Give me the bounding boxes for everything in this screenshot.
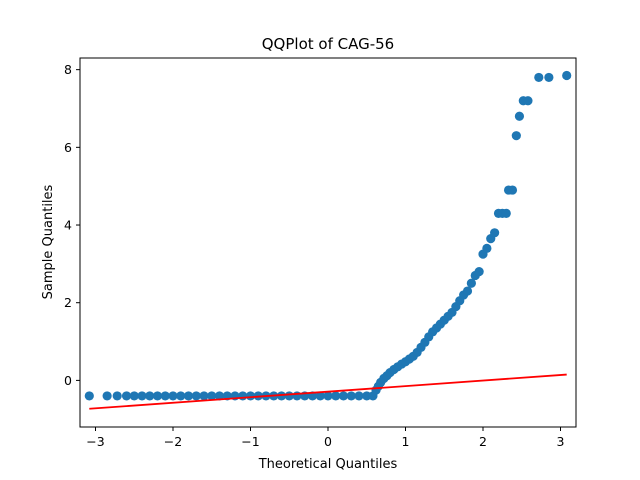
data-point	[523, 96, 533, 106]
data-points-group	[84, 70, 572, 401]
data-point	[183, 391, 194, 401]
data-point	[562, 70, 572, 81]
data-point	[102, 391, 112, 401]
y-axis-ticks: 0 2 4 6 8	[64, 62, 80, 388]
data-point	[207, 391, 217, 401]
data-point	[214, 391, 225, 401]
data-point	[331, 391, 341, 401]
data-point	[534, 72, 544, 83]
data-point	[354, 391, 364, 401]
data-point	[482, 243, 492, 253]
y-tick-label: 8	[64, 62, 72, 77]
y-tick-label: 2	[64, 295, 72, 310]
data-point	[507, 185, 518, 195]
data-point	[490, 228, 500, 238]
plot-area-frame	[79, 57, 577, 428]
x-tick-label: −1	[241, 434, 259, 449]
data-point	[145, 391, 155, 401]
data-point	[84, 391, 94, 401]
x-tick-label: 0	[324, 434, 332, 449]
y-tick-label: 0	[64, 373, 72, 388]
x-tick-label: −2	[164, 434, 182, 449]
data-point	[466, 278, 476, 288]
x-tick-label: 3	[557, 434, 565, 449]
data-point	[544, 72, 554, 83]
data-point	[191, 391, 201, 401]
chart-title: QQPlot of CAG-56	[262, 35, 394, 53]
x-tick-label: 1	[402, 434, 410, 449]
data-point	[501, 208, 511, 218]
data-point	[129, 391, 139, 401]
data-point	[323, 391, 333, 401]
reference-line-group	[89, 373, 567, 410]
data-point	[338, 391, 349, 401]
data-point	[199, 391, 209, 401]
data-point	[474, 267, 484, 277]
reference-line	[89, 373, 567, 410]
x-tick-label: 2	[479, 434, 487, 449]
y-tick-label: 6	[64, 140, 72, 155]
y-tick-label: 4	[64, 218, 72, 233]
data-point	[276, 391, 287, 401]
x-tick-label: −3	[86, 434, 104, 449]
data-point	[112, 391, 122, 401]
data-point	[152, 391, 163, 401]
data-point	[160, 391, 170, 401]
data-point	[176, 391, 186, 401]
data-point	[168, 391, 178, 401]
x-axis-ticks: −3 −2 −1 0 1 2 3	[86, 427, 564, 449]
data-point	[514, 111, 525, 121]
data-point	[462, 286, 473, 296]
data-point	[137, 391, 147, 401]
data-point	[511, 131, 521, 141]
data-point	[315, 391, 325, 401]
data-point	[346, 391, 356, 401]
x-axis-label: Theoretical Quantiles	[258, 457, 398, 472]
y-axis-label: Sample Quantiles	[41, 184, 56, 299]
data-point	[121, 391, 132, 401]
